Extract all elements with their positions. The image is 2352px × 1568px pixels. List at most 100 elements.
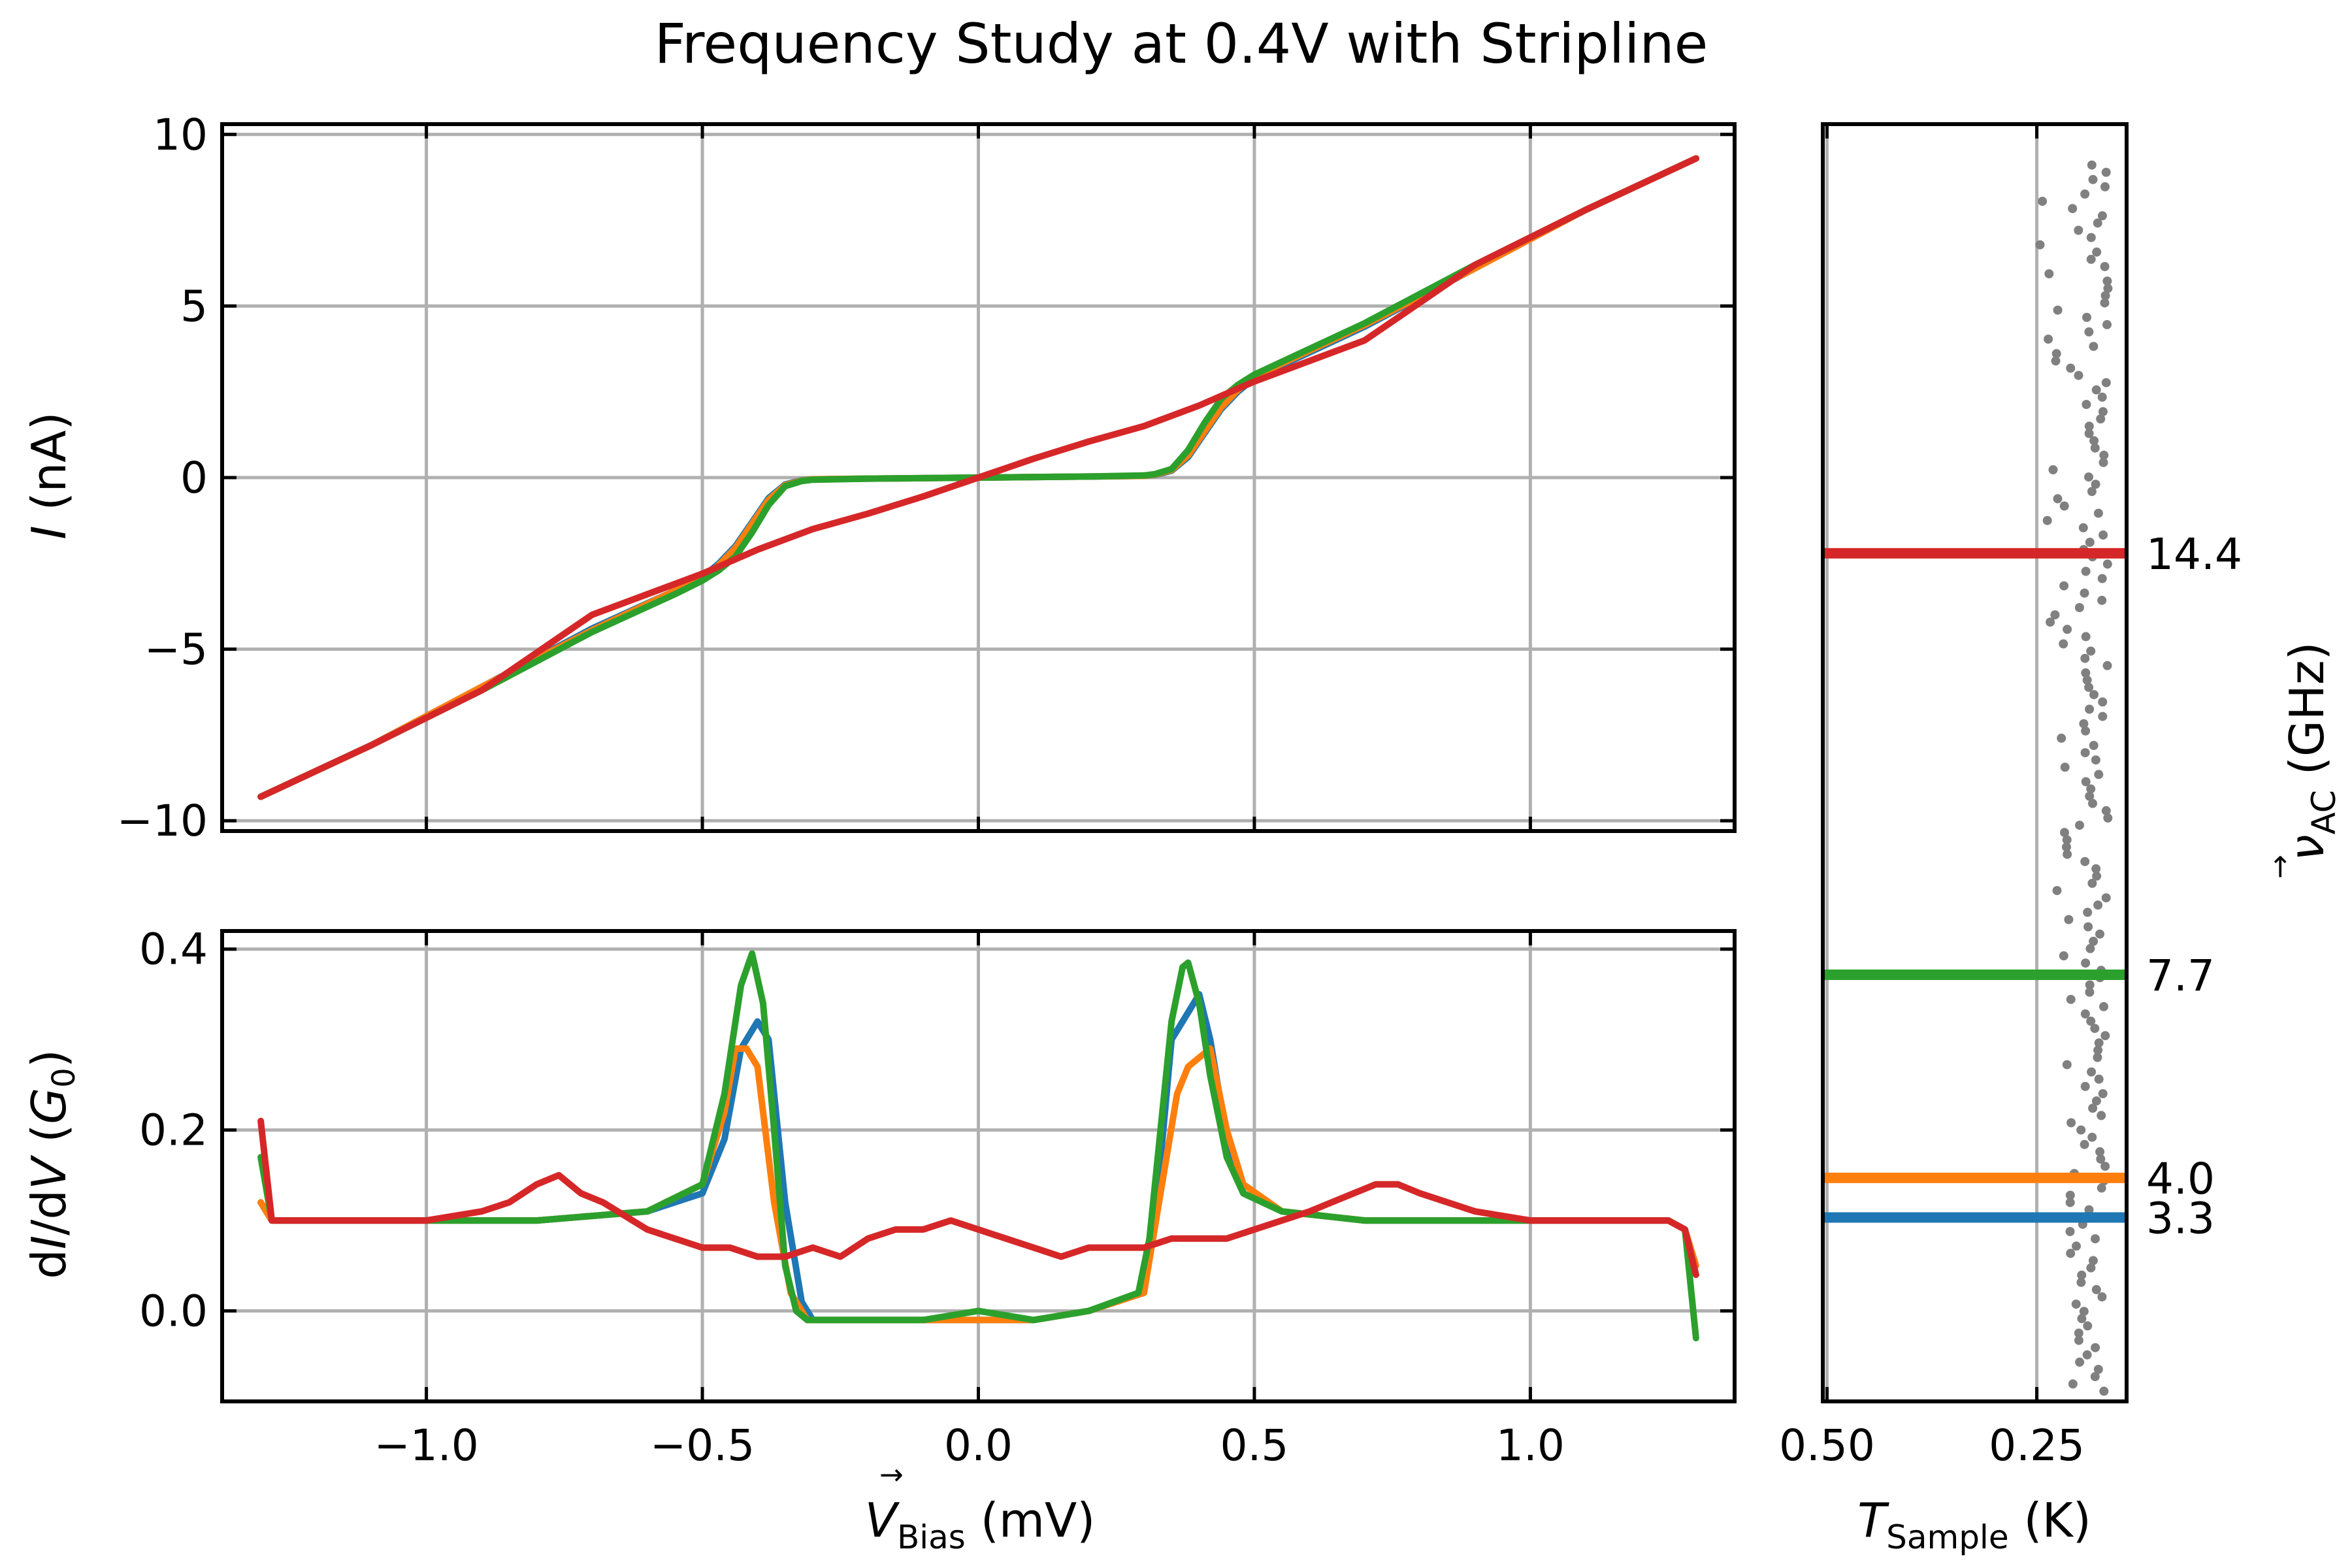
temperature-point bbox=[2080, 588, 2089, 598]
didv-xtick-label-2: 0.0 bbox=[944, 1420, 1013, 1471]
temperature-point bbox=[2060, 828, 2069, 838]
iv-ytick-label-2: 0 bbox=[180, 453, 208, 503]
temperature-point bbox=[2101, 806, 2111, 815]
iv-ytick-label-0: −10 bbox=[117, 796, 208, 846]
temperature-point bbox=[2074, 1328, 2083, 1338]
temperature-point bbox=[2091, 1234, 2100, 1244]
temperature-point bbox=[2097, 574, 2107, 583]
temperature-point bbox=[2062, 1060, 2072, 1070]
temperature-point bbox=[2091, 755, 2100, 765]
temperature-point bbox=[2097, 595, 2107, 605]
freq-xtick-label-1: 0.25 bbox=[1989, 1420, 2085, 1471]
temperature-point bbox=[2099, 530, 2108, 540]
temperature-point bbox=[2093, 508, 2103, 518]
didv-series-green bbox=[257, 950, 1699, 1342]
temperature-point bbox=[2063, 849, 2072, 859]
didv-xtick-label-0: −1.0 bbox=[374, 1420, 478, 1471]
temperature-point bbox=[2063, 625, 2072, 634]
frequency-axis-label: νAC (GHz) → bbox=[2263, 642, 2343, 879]
temperature-point bbox=[2091, 1096, 2101, 1106]
temperature-point bbox=[2096, 1154, 2106, 1164]
iv-series-green bbox=[257, 155, 1699, 800]
frequency-label-blue: 3.3 bbox=[2146, 1193, 2215, 1243]
temperature-point bbox=[2100, 182, 2110, 191]
temperature-point bbox=[2086, 646, 2096, 656]
temperature-point bbox=[2100, 291, 2110, 301]
temperature-point bbox=[2081, 566, 2091, 576]
temperature-point bbox=[2095, 929, 2104, 939]
temperature-point bbox=[2053, 305, 2063, 315]
temperature-point bbox=[2081, 726, 2091, 736]
temperature-point bbox=[2097, 1292, 2107, 1301]
temperature-point bbox=[2091, 1343, 2100, 1352]
temperature-point bbox=[2080, 748, 2090, 758]
temperature-point bbox=[2090, 443, 2100, 453]
temperature-point bbox=[2094, 1074, 2104, 1084]
temperature-point bbox=[2085, 791, 2095, 801]
temperature-point bbox=[2103, 813, 2113, 823]
temperature-point bbox=[2079, 1307, 2089, 1316]
temperature-point bbox=[2086, 1017, 2096, 1026]
temperature-point bbox=[2080, 857, 2090, 866]
temperature-point bbox=[2084, 429, 2094, 438]
temperature-point bbox=[2068, 1379, 2078, 1389]
temperature-point bbox=[2076, 1125, 2086, 1135]
temperature-point bbox=[2089, 342, 2099, 351]
iv-ytick-label-1: −5 bbox=[144, 625, 208, 675]
iv-panel: −10 −5 0 5 10 bbox=[117, 110, 1737, 846]
iv-y-axis-label: I (nA) bbox=[22, 412, 76, 539]
temperature-point bbox=[2052, 886, 2062, 896]
temperature-point bbox=[2066, 1249, 2076, 1258]
temperature-point bbox=[2083, 1321, 2093, 1331]
temperature-point bbox=[2093, 900, 2103, 910]
temperature-point bbox=[2065, 1190, 2075, 1200]
iv-series-red bbox=[257, 155, 1699, 800]
temperature-point bbox=[2087, 879, 2097, 888]
temperature-point bbox=[2086, 233, 2096, 242]
temperature-point bbox=[2066, 1118, 2076, 1128]
temperature-point bbox=[2090, 1372, 2100, 1382]
temperature-point bbox=[2062, 835, 2072, 845]
temperature-point bbox=[2072, 1241, 2081, 1251]
freq-xtick-label-0: 0.50 bbox=[1779, 1420, 1875, 1471]
didv-y-axis-label: dI/dV (G0) bbox=[22, 1049, 82, 1279]
temperature-point bbox=[2066, 994, 2076, 1004]
didv-xtick-label-1: −0.5 bbox=[650, 1420, 755, 1471]
temperature-point bbox=[2065, 1198, 2075, 1207]
temperature-point bbox=[2102, 559, 2112, 569]
temperature-point bbox=[2074, 370, 2083, 380]
temperature-point bbox=[2085, 987, 2095, 997]
temperature-point bbox=[2081, 632, 2091, 642]
temperature-point bbox=[2084, 327, 2094, 336]
temperature-point bbox=[2046, 617, 2055, 627]
temperature-point bbox=[2101, 378, 2111, 387]
temperature-point bbox=[2081, 958, 2091, 968]
temperature-point bbox=[2087, 487, 2097, 497]
temperature-point bbox=[2057, 733, 2066, 743]
temperature-point bbox=[2085, 980, 2095, 990]
temperature-point bbox=[2100, 1031, 2110, 1041]
temperature-point bbox=[2081, 777, 2091, 787]
didv-panel: 0.0 0.2 0.4 −1.0 −0.5 0.0 0.5 1.0 bbox=[139, 924, 1737, 1471]
temperature-point bbox=[2083, 922, 2093, 932]
temperature-point bbox=[2059, 501, 2069, 511]
temperature-point bbox=[2086, 1263, 2096, 1273]
temperature-point bbox=[2080, 1139, 2089, 1149]
temperature-point bbox=[2060, 762, 2070, 772]
temperature-point bbox=[2074, 1335, 2083, 1345]
temperature-point bbox=[2103, 284, 2113, 293]
temperature-point bbox=[2050, 610, 2060, 620]
temperature-point bbox=[2090, 1024, 2100, 1034]
temperature-point bbox=[2102, 276, 2112, 286]
temperature-point bbox=[2099, 1386, 2109, 1396]
temperature-point bbox=[2101, 893, 2111, 903]
temperature-point bbox=[2098, 711, 2108, 721]
temperature-point bbox=[2066, 363, 2076, 373]
temperature-point bbox=[2091, 480, 2100, 489]
temperature-point bbox=[2099, 1002, 2108, 1011]
chart-title: Frequency Study at 0.4V with Stripline bbox=[655, 12, 1708, 76]
temperature-point bbox=[2068, 204, 2078, 214]
x-axis-label-arrow: → bbox=[879, 1458, 904, 1492]
temperature-point bbox=[2097, 1183, 2106, 1193]
temperature-point bbox=[2087, 160, 2097, 170]
